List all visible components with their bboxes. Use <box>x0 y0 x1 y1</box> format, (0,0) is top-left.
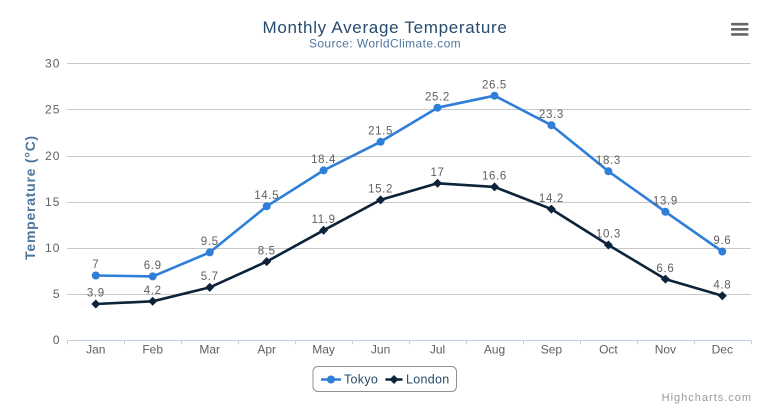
svg-text:8.5: 8.5 <box>258 245 276 257</box>
svg-text:0: 0 <box>53 333 61 347</box>
svg-text:Feb: Feb <box>142 343 163 357</box>
svg-text:Dec: Dec <box>712 343 733 357</box>
svg-text:17: 17 <box>430 167 444 179</box>
svg-text:4.8: 4.8 <box>713 279 731 291</box>
svg-text:25.2: 25.2 <box>425 91 450 103</box>
svg-text:10: 10 <box>45 241 61 255</box>
svg-text:Monthly Average Temperature: Monthly Average Temperature <box>262 18 507 37</box>
svg-text:16.6: 16.6 <box>482 171 507 183</box>
svg-text:7: 7 <box>92 259 99 271</box>
svg-text:Nov: Nov <box>655 343 676 357</box>
svg-text:Source: WorldClimate.com: Source: WorldClimate.com <box>309 37 461 51</box>
svg-text:Apr: Apr <box>257 343 276 357</box>
svg-text:18.3: 18.3 <box>596 155 621 167</box>
svg-text:London: London <box>406 373 450 387</box>
svg-text:6.6: 6.6 <box>656 263 674 275</box>
svg-text:18.4: 18.4 <box>311 154 336 166</box>
svg-text:14.5: 14.5 <box>254 190 279 202</box>
svg-text:14.2: 14.2 <box>539 193 564 205</box>
svg-text:21.5: 21.5 <box>368 126 393 138</box>
svg-text:Tokyo: Tokyo <box>344 373 378 387</box>
svg-text:May: May <box>312 343 335 357</box>
svg-text:20: 20 <box>45 149 61 163</box>
svg-text:10.3: 10.3 <box>596 229 621 241</box>
svg-text:11.9: 11.9 <box>312 214 336 226</box>
svg-text:26.5: 26.5 <box>482 79 507 91</box>
svg-text:30: 30 <box>45 57 61 71</box>
svg-text:Sep: Sep <box>541 343 563 357</box>
svg-text:Jan: Jan <box>86 343 105 357</box>
svg-text:Mar: Mar <box>199 343 220 357</box>
svg-text:Highcharts.com: Highcharts.com <box>662 392 752 404</box>
svg-text:15.2: 15.2 <box>368 184 393 196</box>
svg-text:Oct: Oct <box>599 343 618 357</box>
svg-text:9.6: 9.6 <box>713 235 731 247</box>
svg-text:Jun: Jun <box>371 343 390 357</box>
svg-text:Aug: Aug <box>484 343 505 357</box>
svg-text:6.9: 6.9 <box>144 260 162 272</box>
svg-text:3.9: 3.9 <box>87 288 105 300</box>
svg-text:23.3: 23.3 <box>539 109 564 121</box>
svg-text:5: 5 <box>53 287 61 301</box>
svg-text:Jul: Jul <box>430 343 445 357</box>
svg-text:25: 25 <box>45 103 61 117</box>
svg-text:5.7: 5.7 <box>201 271 219 283</box>
svg-text:4.2: 4.2 <box>144 285 162 297</box>
svg-text:15: 15 <box>45 195 61 209</box>
svg-text:9.5: 9.5 <box>201 236 219 248</box>
svg-text:Temperature (°C): Temperature (°C) <box>22 135 38 260</box>
svg-text:13.9: 13.9 <box>653 196 678 208</box>
